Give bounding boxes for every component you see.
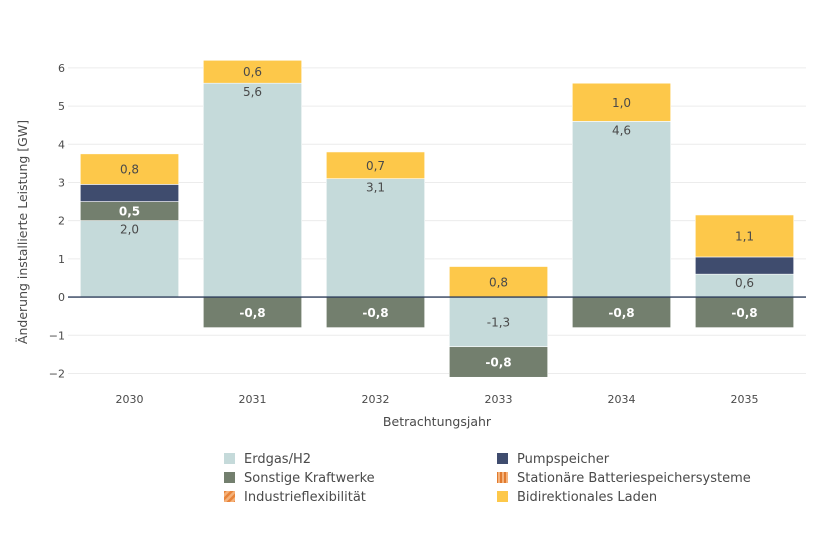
legend-swatch xyxy=(224,453,235,464)
bar-segment xyxy=(571,121,671,298)
x-tick-label: 2031 xyxy=(239,393,267,406)
data-label: 0,5 xyxy=(119,205,140,219)
y-tick-label: 1 xyxy=(58,253,65,266)
data-label: -0,8 xyxy=(362,306,388,320)
data-label: -0,8 xyxy=(485,355,511,369)
legend-label: Erdgas/H2 xyxy=(244,452,311,467)
bar-segment xyxy=(694,256,794,275)
legend-swatch xyxy=(497,472,508,483)
x-tick-label: 2034 xyxy=(608,393,636,406)
bar-segment xyxy=(203,59,303,84)
legend-label: Industrieflexibilität xyxy=(244,490,366,505)
x-axis-ticks: 2030 2031 2032 2033 2034 2035 xyxy=(116,393,759,406)
x-axis-title: Betrachtungsjahr xyxy=(383,414,492,429)
legend-label: Pumpspeicher xyxy=(517,452,610,467)
data-label: 0,8 xyxy=(120,163,139,177)
y-axis-title: Änderung installierte Leistung [GW] xyxy=(15,120,30,344)
data-label: 1,0 xyxy=(612,96,631,110)
bar-segment xyxy=(694,214,794,258)
gridlines xyxy=(68,67,806,374)
data-label: -0,8 xyxy=(239,306,265,320)
bar-segment xyxy=(203,82,303,298)
data-label: 2,0 xyxy=(120,223,139,237)
data-label: 5,6 xyxy=(243,85,262,99)
data-label: 3,1 xyxy=(366,181,385,195)
y-tick-label: 2 xyxy=(58,215,65,228)
data-label: 0,8 xyxy=(489,275,508,289)
legend: Erdgas/H2 Sonstige Kraftwerke Industriefle… xyxy=(224,452,751,505)
legend-label: Sonstige Kraftwerke xyxy=(244,471,375,486)
data-label: -0,8 xyxy=(731,306,757,320)
y-axis-ticks: −2 −1 0 1 2 3 4 5 6 xyxy=(49,62,65,381)
y-tick-label: 0 xyxy=(58,291,65,304)
bar-segment xyxy=(571,82,671,122)
bar-segment xyxy=(448,296,548,348)
y-tick-label: 4 xyxy=(58,138,65,151)
data-label: -1,3 xyxy=(487,315,510,329)
bar-segment xyxy=(448,346,548,378)
bar-segment xyxy=(203,296,303,328)
y-tick-label: −1 xyxy=(49,329,65,342)
bar-segment xyxy=(80,220,180,298)
bar-segment xyxy=(80,153,180,185)
x-tick-label: 2035 xyxy=(731,393,759,406)
data-label: 1,1 xyxy=(735,229,754,243)
data-label: 0,6 xyxy=(735,276,754,290)
y-tick-label: −2 xyxy=(49,367,65,380)
data-label: 0,7 xyxy=(366,159,385,173)
x-tick-label: 2030 xyxy=(116,393,144,406)
legend-swatch xyxy=(224,472,235,483)
data-label: 0,6 xyxy=(243,65,262,79)
data-label: 4,6 xyxy=(612,123,631,137)
legend-label: Bidirektionales Laden xyxy=(517,490,657,505)
bar-segment xyxy=(448,266,548,298)
y-tick-label: 6 xyxy=(58,62,65,75)
y-tick-label: 3 xyxy=(58,176,65,189)
bar-segment xyxy=(80,184,180,202)
y-tick-label: 5 xyxy=(58,100,65,113)
legend-swatch xyxy=(224,491,235,502)
legend-swatch xyxy=(497,491,508,502)
x-tick-label: 2033 xyxy=(485,393,513,406)
segment-labels: 2,0 0,5 0,8 5,6 -0,8 0,6 3,1 -0,8 0,7 -1,3 -0,8 0,8… xyxy=(119,65,758,369)
bars xyxy=(80,59,794,378)
legend-swatch xyxy=(497,453,508,464)
bar-segment xyxy=(325,296,425,328)
bar-segment xyxy=(571,296,671,328)
x-tick-label: 2032 xyxy=(362,393,390,406)
legend-label: Stationäre Batteriespeichersysteme xyxy=(517,471,751,486)
bar-segment xyxy=(325,151,425,179)
data-label: -0,8 xyxy=(608,306,634,320)
bar-segment xyxy=(325,178,425,298)
